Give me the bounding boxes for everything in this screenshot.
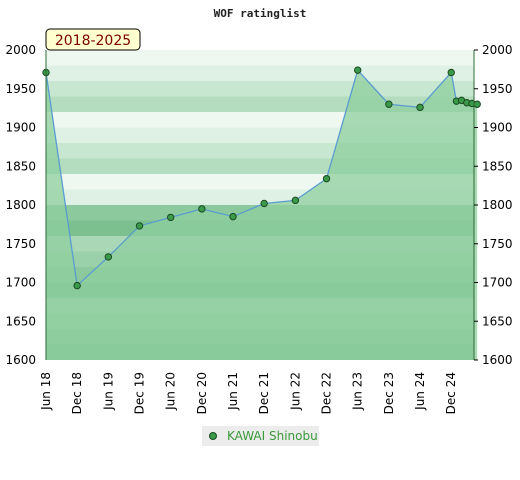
y-axis-left: 1600 1650 1700 1750 1800 1850 1900 1950 2000 <box>5 43 47 367</box>
x-tick-label: Jun 18 <box>39 372 53 411</box>
legend: KAWAI Shinobu <box>202 426 319 446</box>
grid-band <box>46 81 474 97</box>
y-tick-label-right: 1600 <box>482 353 513 367</box>
y-tick-label-right: 2000 <box>482 43 513 57</box>
x-tick-label: Jun 21 <box>226 372 240 411</box>
grid-band <box>46 50 474 66</box>
area-layer <box>46 70 478 361</box>
y-tick-label-right: 1850 <box>482 159 513 173</box>
y-tick-label-right: 1750 <box>482 237 513 251</box>
chart-title: WOF ratinglist <box>214 7 307 20</box>
y-tick-label-left: 1750 <box>5 237 36 251</box>
y-tick-label-right: 1950 <box>482 82 513 96</box>
data-point <box>166 213 175 222</box>
data-point <box>447 68 455 77</box>
y-tick-label-left: 1900 <box>5 121 36 135</box>
x-tick-label: Dec 23 <box>382 372 396 414</box>
x-tick-label: Dec 18 <box>70 372 84 414</box>
y-axis-right: 1600 1650 1700 1750 1800 1850 1900 1950 2000 <box>473 43 513 367</box>
y-tick-label-left: 1600 <box>5 353 36 367</box>
series-area <box>46 70 478 361</box>
x-tick-label: Dec 22 <box>320 372 334 414</box>
y-tick-label-left: 1650 <box>5 314 36 328</box>
x-tick-label: Jun 24 <box>413 372 427 411</box>
x-tick-label: Dec 20 <box>195 372 209 414</box>
x-tick-label: Jun 20 <box>164 372 178 411</box>
x-axis: Jun 18 Dec 18 Jun 19 Dec 19 Jun 20 Dec 20 Jun … <box>39 372 458 414</box>
grid-band <box>46 65 474 81</box>
data-point <box>416 103 424 112</box>
y-tick-label-left: 1850 <box>5 159 36 173</box>
data-point <box>73 281 81 290</box>
y-tick-label-right: 1900 <box>482 121 513 135</box>
data-point <box>354 66 362 74</box>
legend-label: KAWAI Shinobu <box>227 429 318 443</box>
data-point <box>260 199 268 208</box>
data-point <box>473 100 481 108</box>
x-tick-label: Dec 19 <box>133 372 147 414</box>
data-point <box>385 100 393 108</box>
y-tick-label-left: 1800 <box>5 198 36 212</box>
data-point <box>198 205 206 213</box>
y-tick-label-right: 1800 <box>482 198 513 212</box>
y-tick-label-right: 1650 <box>482 314 513 328</box>
x-tick-label: Dec 21 <box>257 372 271 414</box>
data-point <box>322 174 331 183</box>
y-tick-label-left: 1700 <box>5 276 36 290</box>
y-tick-label-right: 1700 <box>482 276 513 290</box>
legend-marker <box>209 432 217 440</box>
data-point <box>229 212 237 221</box>
y-tick-label-left: 1950 <box>5 82 36 96</box>
x-tick-label: Jun 19 <box>101 372 115 411</box>
y-tick-label-left: 2000 <box>5 43 36 57</box>
x-tick-label: Jun 22 <box>288 372 302 411</box>
data-point <box>104 253 113 261</box>
range-badge: 2018-2025 <box>45 28 141 51</box>
x-tick-label: Jun 23 <box>351 372 365 411</box>
x-tick-label: Dec 24 <box>444 372 458 414</box>
data-point <box>291 196 300 205</box>
range-badge-label: 2018-2025 <box>55 33 131 49</box>
data-point <box>135 222 144 230</box>
